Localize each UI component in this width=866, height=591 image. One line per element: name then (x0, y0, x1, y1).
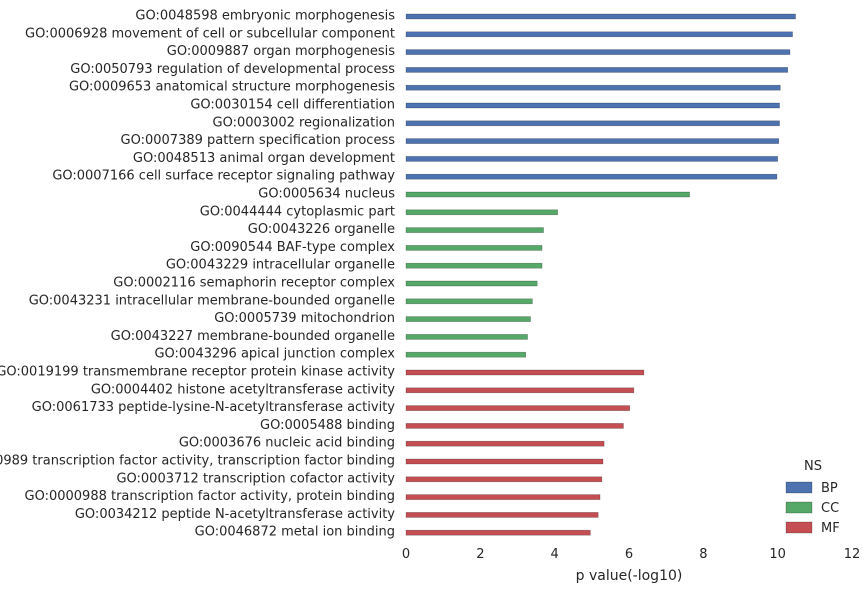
bar-go-0043296 (405, 351, 526, 358)
bar-go-0004402 (405, 387, 635, 394)
bars-layer (405, 13, 796, 536)
x-axis-label: p value(-log10) (576, 568, 683, 584)
category-label: GO:0043231 intracellular membrane-bounde… (29, 293, 395, 308)
x-tick-label: 2 (476, 547, 484, 562)
x-tick-label: 6 (625, 547, 633, 562)
x-tick-label: 0 (402, 547, 410, 562)
bar-go-0048513 (405, 156, 778, 162)
category-label: GO:0034212 peptide N-acetyltransferase a… (75, 507, 395, 522)
legend-swatch-bp (785, 481, 813, 494)
bar-go-0061733 (405, 405, 631, 411)
category-label: GO:0000988 transcription factor activity… (25, 489, 396, 504)
bar-go-0002116 (405, 280, 538, 287)
category-label: GO:0005739 mitochondrion (214, 311, 395, 326)
bar-go-0043227 (405, 334, 528, 340)
category-label: GO:0061733 peptide-lysine-N-acetyltransf… (32, 400, 396, 415)
bar-go-0046872 (405, 529, 591, 536)
bar-go-0090544 (405, 245, 543, 251)
category-label: GO:0006928 movement of cell or subcellul… (25, 26, 395, 41)
category-label: GO:0046872 metal ion binding (195, 525, 395, 540)
legend-swatch-cc (785, 501, 813, 514)
category-label: GO:0043296 apical junction complex (154, 347, 395, 362)
category-label: GO:0043229 intracellular organelle (166, 258, 395, 273)
category-label: GO:0003712 transcription cofactor activi… (116, 471, 395, 486)
bar-go-0044444 (405, 209, 558, 216)
x-tick-label: 12 (844, 547, 861, 562)
bar-go-0043229 (405, 262, 543, 269)
bar-go-0003676 (405, 440, 605, 447)
bar-go-0003712 (405, 476, 603, 483)
bar-go-0006928 (405, 31, 793, 38)
x-tick-label: 8 (699, 547, 707, 562)
bar-go-0000989 (405, 458, 604, 465)
category-label: GO:0003002 regionalization (213, 115, 395, 130)
category-label: GO:0005634 nucleus (258, 187, 395, 202)
bar-go-0007389 (405, 138, 780, 144)
bar-go-0043226 (405, 227, 544, 233)
category-label: GO:0000989 transcription factor activity… (0, 454, 395, 469)
bar-go-0019199 (405, 369, 645, 376)
category-label: GO:0004402 histone acetyltransferase act… (91, 382, 395, 397)
x-tick-label: 10 (769, 547, 786, 562)
bar-go-0005634 (405, 191, 690, 198)
bar-go-0050793 (405, 67, 789, 73)
bar-go-0009653 (405, 84, 781, 91)
category-label: GO:0043227 membrane-bounded organelle (111, 329, 395, 344)
category-label: GO:0044444 cytoplasmic part (200, 204, 395, 219)
bar-go-0005488 (405, 423, 624, 429)
bar-go-0030154 (405, 102, 780, 109)
category-label: GO:0009887 organ morphogenesis (167, 44, 395, 59)
category-labels: GO:0048598 embryonic morphogenesis GO:000… (0, 9, 395, 540)
legend: NS BP CC MF (785, 459, 840, 536)
category-label: GO:0019199 transmembrane receptor protei… (0, 365, 395, 380)
category-label: GO:0009653 anatomical structure morphoge… (69, 80, 395, 95)
bar-go-0048598 (405, 13, 796, 20)
legend-label-mf: MF (821, 521, 840, 536)
legend-label-bp: BP (821, 481, 838, 496)
category-label: GO:0005488 binding (260, 418, 395, 433)
legend-label-cc: CC (821, 501, 839, 516)
category-label: GO:0090544 BAF-type complex (190, 240, 395, 255)
bar-go-0007166 (405, 173, 778, 180)
category-label: GO:0048598 embryonic morphogenesis (135, 9, 395, 24)
category-label: GO:0002116 semaphorin receptor complex (113, 276, 395, 291)
x-tick-label: 4 (551, 547, 559, 562)
bar-go-0009887 (405, 49, 791, 55)
category-label: GO:0030154 cell differentiation (190, 98, 395, 113)
bar-go-0034212 (405, 512, 599, 518)
x-tick-labels: 0 2 4 6 8 10 12 (402, 547, 860, 562)
category-label: GO:0043226 organelle (248, 222, 395, 237)
bar-go-0005739 (405, 316, 531, 322)
legend-title: NS (804, 459, 822, 474)
bar-go-0003002 (405, 120, 780, 127)
category-label: GO:0050793 regulation of developmental p… (70, 62, 395, 77)
bar-go-0000988 (405, 494, 601, 500)
bar-go-0043231 (405, 298, 533, 305)
category-label: GO:0048513 animal organ development (133, 151, 395, 166)
category-label: GO:0003676 nucleic acid binding (179, 436, 395, 451)
category-label: GO:0007389 pattern specification process (121, 133, 396, 148)
category-label: GO:0007166 cell surface receptor signali… (52, 169, 395, 184)
legend-swatch-mf (785, 521, 813, 534)
